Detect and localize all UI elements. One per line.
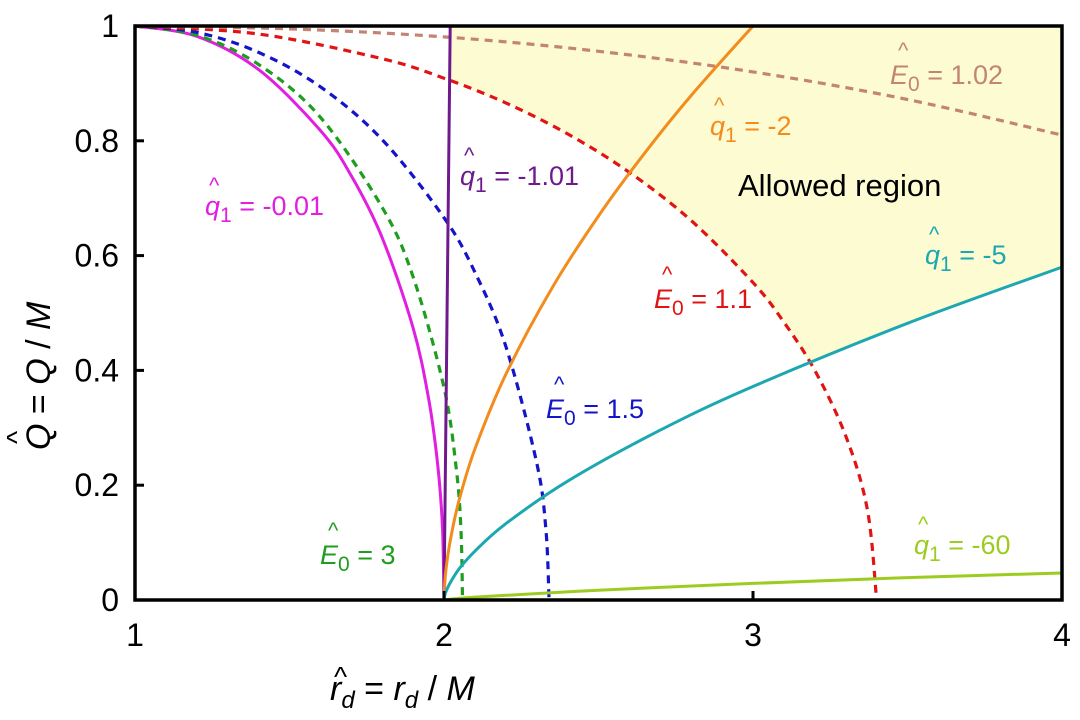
curve-e0-1-5 (134, 24, 551, 601)
curve-q1-0-01 (134, 24, 446, 601)
x-tick-label: 1 (126, 617, 144, 653)
curve-q1-1-01 (442, 25, 452, 601)
hat-accent: ^ (464, 143, 475, 168)
curve-label: ^ E0 = 1.5 (546, 372, 644, 430)
x-tick-label: 2 (435, 617, 453, 653)
allowed-region-fill (450, 26, 1062, 363)
hat-accent: ^ (554, 372, 565, 397)
hat-accent: ^ (662, 262, 673, 287)
hat-accent: ^ (209, 173, 220, 198)
plot-frame (133, 24, 1064, 602)
y-tick-label: 0.6 (75, 238, 119, 274)
curve-e0-1-02 (134, 24, 1063, 137)
y-tick-label: 0.8 (75, 123, 119, 159)
y-axis-label: ^Q = Q / M (1, 301, 58, 450)
curve-label: ^ E0 = 1.02 (890, 38, 1003, 96)
ticks-layer: 1 2 3 4 0 0.2 0.4 0.6 0.8 1 (75, 8, 1071, 653)
y-axis-label-group: ^Q = Q / M (1, 301, 58, 450)
curve-q1-60 (443, 571, 1063, 602)
curve-q1-5 (442, 265, 1063, 601)
y-tick-label: 1 (101, 8, 119, 44)
curve-label: ^ q1 = -0.01 (205, 173, 324, 227)
hat-accent: ^ (714, 93, 725, 118)
hat-accent: ^ (918, 512, 929, 537)
curve-e0-3 (134, 24, 465, 601)
curve-labels-layer: ^ q1 = -0.01 ^ E0 = 3 ^ E0 = 1.5^ E0 = 1.1 ^ E0 … (205, 38, 1011, 576)
allowed-region-label: Allowed region (738, 168, 941, 203)
x-tick-label: 4 (1053, 617, 1071, 653)
curve-label: ^ q1 = -2 (710, 93, 792, 147)
y-tick-label: 0 (101, 582, 119, 618)
x-axis-label: ^rd = rd / M (330, 661, 475, 714)
hat-accent: ^ (898, 38, 909, 63)
curve-q1-2 (442, 25, 755, 601)
x-tick-label: 3 (744, 617, 762, 653)
curve-label: ^ q1 = -60 (914, 512, 1011, 566)
y-tick-label: 0.4 (75, 352, 119, 388)
hat-accent: ^ (328, 518, 339, 543)
curve-label: ^ q1 = -1.01 (460, 143, 579, 197)
curve-label: ^ E0 = 1.1 (654, 262, 752, 320)
hat-accent: ^ (929, 222, 940, 247)
curve-label: ^ E0 = 3 (320, 518, 396, 576)
y-tick-label: 0.2 (75, 467, 119, 503)
curve-label: ^ q1 = -5 (925, 222, 1007, 276)
curve-e0-1-1 (134, 24, 879, 601)
allowed-region-layer (450, 26, 1062, 363)
curves-layer (134, 24, 1063, 602)
